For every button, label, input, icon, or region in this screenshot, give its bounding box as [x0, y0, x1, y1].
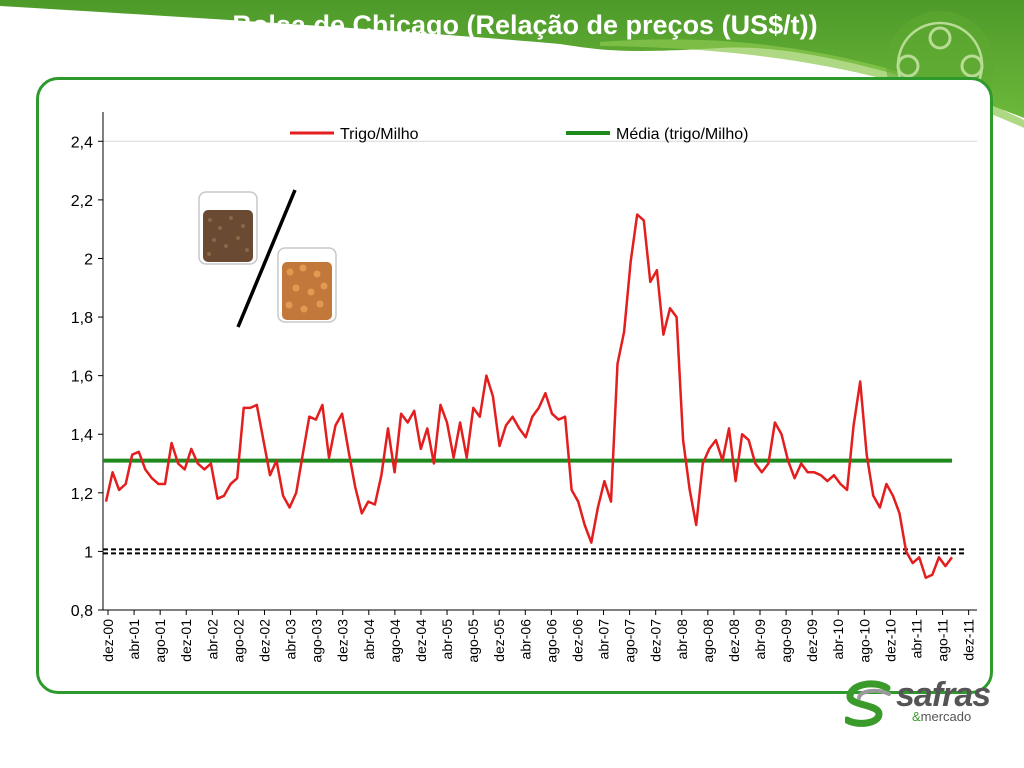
x-tick-label: dez-06 — [569, 619, 585, 662]
y-tick-label: 1,8 — [71, 310, 93, 327]
chart-frame — [36, 77, 993, 694]
wheat-jar-icon — [198, 191, 258, 265]
x-tick-label: abr-09 — [752, 619, 768, 660]
x-tick-label: ago-05 — [465, 619, 481, 663]
series-line-trigo-milho — [104, 213, 954, 580]
x-tick-label: dez-04 — [413, 619, 429, 662]
x-tick-label: dez-02 — [256, 619, 272, 662]
x-tick-label: dez-07 — [648, 619, 664, 662]
x-tick-label: dez-08 — [726, 619, 742, 662]
logo-subtitle: &mercado — [912, 709, 971, 724]
x-tick-label: abr-05 — [439, 619, 455, 660]
x-tick-label: ago-01 — [152, 619, 168, 663]
x-tick-label: dez-11 — [961, 619, 977, 661]
y-tick-label: 1,4 — [71, 427, 93, 444]
y-tick-label: 1,6 — [71, 369, 93, 386]
page-title: Bolsa de Chicago (Relação de preços (US$… — [232, 10, 818, 40]
x-tick-label: abr-02 — [204, 619, 220, 660]
x-tick-label: dez-01 — [178, 619, 194, 662]
x-tick-label: abr-10 — [830, 619, 846, 660]
x-tick-label: dez-03 — [335, 619, 351, 662]
x-tick-label: abr-11 — [908, 619, 924, 659]
y-tick-label: 0,8 — [71, 603, 93, 620]
x-tick-label: abr-06 — [517, 619, 533, 660]
x-tick-label: dez-10 — [882, 619, 898, 662]
legend-label-0: Trigo/Milho — [340, 126, 419, 143]
y-tick-label: 2 — [84, 251, 93, 268]
legend-label-1: Média (trigo/Milho) — [616, 126, 748, 143]
x-tick-label: abr-07 — [596, 619, 612, 660]
y-tick-label: 1,2 — [71, 486, 93, 503]
safras-s-icon — [845, 680, 891, 727]
x-tick-label: abr-01 — [126, 619, 142, 660]
x-tick-label: ago-08 — [700, 619, 716, 663]
x-tick-label: dez-05 — [491, 619, 507, 662]
x-tick-label: ago-03 — [309, 619, 325, 663]
x-tick-label: ago-09 — [778, 619, 794, 663]
x-tick-label: dez-00 — [100, 619, 116, 662]
x-tick-label: abr-04 — [361, 619, 377, 660]
x-tick-label: ago-04 — [387, 619, 403, 663]
y-tick-label: 2,2 — [71, 193, 93, 210]
x-tick-label: abr-03 — [283, 619, 299, 660]
logo-ampersand: & — [912, 709, 921, 724]
y-tick-label: 2,4 — [71, 134, 93, 151]
x-tick-label: ago-11 — [935, 619, 951, 662]
x-tick-label: ago-06 — [543, 619, 559, 663]
corn-jar-icon — [277, 247, 337, 323]
x-tick-label: ago-02 — [230, 619, 246, 663]
logo-subtitle-text: mercado — [920, 709, 972, 724]
logo-wordmark: safras — [896, 676, 991, 714]
x-tick-label: ago-10 — [856, 619, 872, 663]
x-tick-label: dez-09 — [804, 619, 820, 662]
x-tick-label: ago-07 — [622, 619, 638, 663]
ratio-divider-slash — [236, 189, 297, 328]
y-tick-label: 1 — [84, 544, 93, 561]
x-tick-label: abr-08 — [674, 619, 690, 660]
